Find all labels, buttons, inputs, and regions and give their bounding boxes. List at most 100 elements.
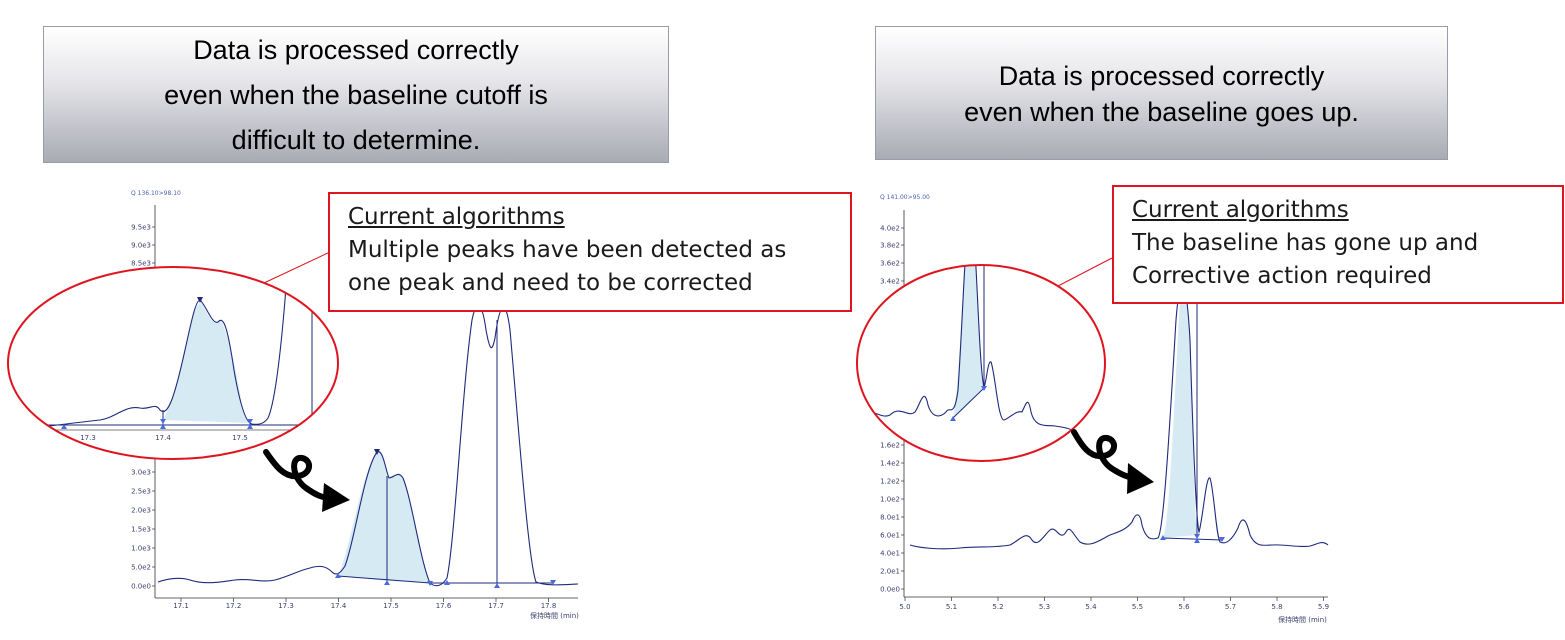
right-x-tick-label: 5.6 <box>1178 603 1190 611</box>
left-end-marker-2 <box>550 580 556 585</box>
right-header-box: Data is processed correctly even when th… <box>875 26 1448 160</box>
left-header-line-2: even when the baseline cutoff is <box>164 80 548 110</box>
left-y-ticks: 9.5e3 9.0e3 8.5e3 3.0e3 2.5e3 2.0e3 1.5e3 1.0e3… <box>131 224 155 591</box>
right-baseline <box>1162 537 1223 541</box>
left-callout-box: Current algorithms Multiple peaks have b… <box>328 192 852 312</box>
left-inset-x-tick-label: 17.6 <box>308 434 324 442</box>
right-y-tick-label: 3.6e2 <box>880 260 900 268</box>
right-y-tick-label: 8.0e1 <box>880 514 900 522</box>
right-y-tick-label: 6.0e1 <box>880 532 900 540</box>
left-inset-x-tick-label: 17.3 <box>80 434 96 442</box>
right-x-tick-label: 5.9 <box>1318 603 1329 611</box>
right-y-ticks: 4.0e2 3.8e2 3.6e2 3.4e2 1.6e2 1.4e2 1.2e2 1.0e2… <box>880 225 904 594</box>
right-y-tick-label: 1.2e2 <box>880 478 900 486</box>
right-end-marker <box>1219 537 1225 542</box>
right-peak-fill <box>1163 279 1197 538</box>
left-split-marker-2 <box>494 583 500 588</box>
left-y-tick-label: 3.0e3 <box>131 469 151 477</box>
right-inset-marker-1 <box>950 416 956 421</box>
right-callout-line-1: The baseline has gone up and <box>1132 230 1479 256</box>
right-x-tick-label: 5.2 <box>992 603 1003 611</box>
left-inset-marker-3 <box>160 424 166 429</box>
left-peak-fill-1 <box>338 451 387 581</box>
left-inset-marker-2 <box>160 419 166 424</box>
left-callout-title: Current algorithms <box>348 204 565 230</box>
left-header-box: Data is processed correctly even when th… <box>43 26 669 163</box>
left-y-tick-label: 8.5e3 <box>131 260 151 268</box>
right-header-line-1: Data is processed correctly <box>998 61 1325 91</box>
left-x-tick-label: 17.5 <box>383 602 399 610</box>
left-y-tick-label: 1.5e3 <box>131 526 151 534</box>
right-callout-box: Current algorithms The baseline has gone… <box>1112 185 1564 304</box>
right-callout-leader <box>1057 257 1113 287</box>
left-y-tick-label: 1.0e3 <box>131 545 151 553</box>
right-callout-line-2: Corrective action required <box>1132 263 1432 289</box>
right-chart-title: Q 141.00>95.00 <box>880 194 930 201</box>
left-inset-x-tick-label: 17.4 <box>155 434 171 442</box>
left-x-tick-label: 17.2 <box>226 602 242 610</box>
left-y-tick-label: 5.0e2 <box>131 564 151 572</box>
right-split-marker-2 <box>1194 538 1200 543</box>
left-chart-title: Q 136.10>98.10 <box>131 190 181 197</box>
left-x-tick-label: 17.4 <box>331 602 347 610</box>
right-callout-title: Current algorithms <box>1132 197 1349 223</box>
right-inset-zoom <box>859 265 1073 431</box>
left-start-marker <box>335 573 341 578</box>
left-inset-apex-marker <box>197 297 203 303</box>
left-y-tick-label: 0.0e0 <box>131 583 151 591</box>
left-y-tick-label: 2.5e3 <box>131 488 151 496</box>
left-chromatogram: Q 136.10>98.10 9.5e3 9.0e3 8.5e3 3.0e3 2.5e3… <box>7 190 579 620</box>
left-inset-marker-1 <box>61 424 67 429</box>
left-curly-arrow-icon <box>263 449 350 512</box>
right-x-tick-label: 5.4 <box>1085 603 1097 611</box>
left-end-marker <box>427 581 433 586</box>
right-inset-ellipse <box>856 264 1106 462</box>
right-x-tick-label: 5.3 <box>1039 603 1050 611</box>
left-inset-marker-5 <box>247 424 253 429</box>
left-callout-line-2: one peak and need to be corrected <box>348 270 753 296</box>
left-y-tick-label: 2.0e3 <box>131 507 151 515</box>
left-inset-marker-4 <box>247 419 253 424</box>
right-curly-arrow-icon <box>1071 429 1154 494</box>
right-x-axis-label: 保持時間 (min) <box>1278 615 1327 624</box>
left-callout-line-1: Multiple peaks have been detected as <box>348 237 787 263</box>
left-x-tick-label: 17.1 <box>173 602 189 610</box>
left-apex-marker <box>374 449 380 455</box>
right-split-marker-1 <box>1194 534 1200 539</box>
left-start-marker-2 <box>444 580 450 585</box>
left-x-tick-label: 17.8 <box>541 602 557 610</box>
right-y-tick-label: 3.8e2 <box>880 242 900 250</box>
left-x-tick-label: 17.3 <box>278 602 294 610</box>
right-y-tick-label: 0.0e0 <box>880 586 900 594</box>
right-x-tick-label: 5.0 <box>899 603 910 611</box>
right-y-tick-label: 2.0e1 <box>880 568 900 576</box>
left-callout-leader <box>263 251 331 284</box>
left-inset-background <box>8 267 338 459</box>
right-x-tick-label: 5.1 <box>946 603 957 611</box>
right-y-tick-label: 4.0e2 <box>880 225 900 233</box>
left-y-tick-label: 9.0e3 <box>131 242 151 250</box>
right-trace <box>909 284 1329 550</box>
left-inset-zoom: 17.3 17.4 17.5 17.6 <box>39 267 330 442</box>
right-y-tick-label: 4.0e1 <box>880 550 900 558</box>
left-split-marker <box>384 580 390 585</box>
left-x-ticks: 17.1 17.2 17.3 17.4 17.5 17.6 17.7 17.8 <box>173 598 556 610</box>
left-baseline-1 <box>337 575 431 584</box>
left-inset-x-tick-label: 17.5 <box>232 434 248 442</box>
right-y-tick-label: 3.4e2 <box>880 278 900 286</box>
left-x-tick-label: 17.7 <box>488 602 504 610</box>
right-y-tick-label: 1.6e2 <box>880 442 900 450</box>
right-chromatogram: Q 141.00>95.00 4.0e2 3.8e2 3.6e2 3.4e2 1.6e2… <box>856 194 1329 624</box>
left-x-axis-label: 保持時間 (min) <box>530 611 579 620</box>
right-y-tick-label: 1.4e2 <box>880 460 900 468</box>
right-start-marker <box>1160 535 1166 540</box>
left-x-tick-label: 17.6 <box>436 602 452 610</box>
right-x-tick-label: 5.7 <box>1225 603 1236 611</box>
right-x-tick-label: 5.8 <box>1271 603 1282 611</box>
left-y-tick-label: 9.5e3 <box>131 224 151 232</box>
right-inset-marker-2 <box>981 386 987 391</box>
right-y-tick-label: 1.0e2 <box>880 496 900 504</box>
left-inset-ellipse <box>7 266 339 460</box>
left-header-line-3: difficult to determine. <box>231 125 481 155</box>
